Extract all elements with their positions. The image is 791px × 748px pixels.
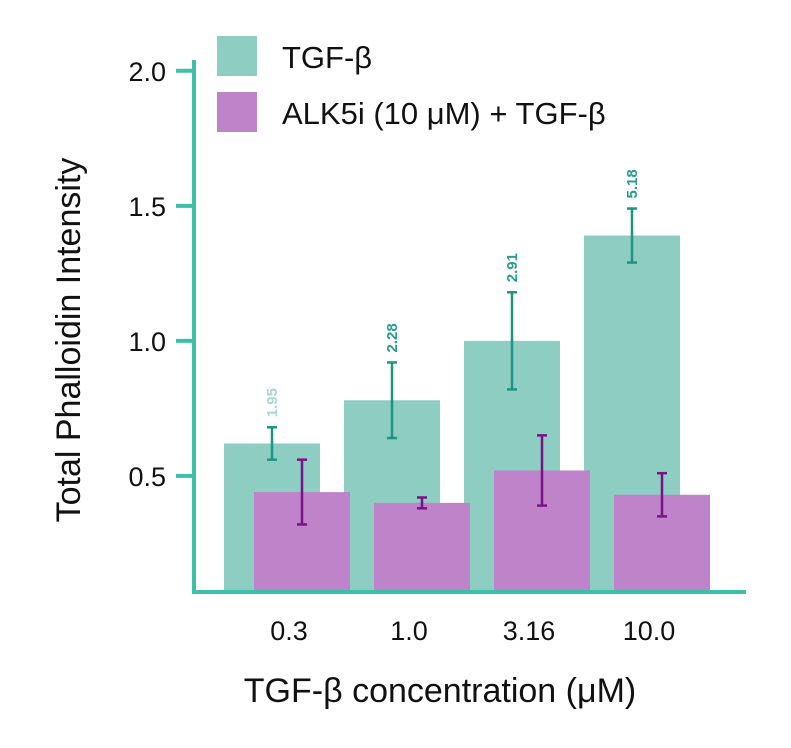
data-labels: 1.95 2.28 2.91 5.18 xyxy=(264,169,641,417)
x-tick-label: 0.3 xyxy=(270,616,308,646)
legend: TGF-β ALK5i (10 μM) + TGF-β xyxy=(217,36,606,132)
legend-label-alk5i: ALK5i (10 μM) + TGF-β xyxy=(282,96,606,131)
error-bars xyxy=(267,207,667,526)
legend-swatch-tgf-beta xyxy=(217,36,257,76)
x-tick-label: 3.16 xyxy=(503,616,556,646)
y-tick-label: 2.0 xyxy=(128,57,166,87)
y-tick-label: 0.5 xyxy=(128,462,166,492)
y-axis-label: Total Phalloidin Intensity xyxy=(50,158,88,523)
x-tick-label: 1.0 xyxy=(390,616,428,646)
data-label: 1.95 xyxy=(264,388,281,417)
x-axis-label: TGF-β concentration (μM) xyxy=(244,672,636,710)
legend-swatch-alk5i xyxy=(217,92,257,132)
data-label: 2.28 xyxy=(384,323,401,352)
x-axis-ticks: 0.3 1.0 3.16 10.0 xyxy=(270,616,675,646)
x-tick-label: 10.0 xyxy=(623,616,676,646)
data-label: 5.18 xyxy=(624,169,641,198)
legend-label-tgf-beta: TGF-β xyxy=(282,40,372,75)
series-alk5i-bars xyxy=(254,470,710,592)
data-label: 2.91 xyxy=(504,253,521,282)
bar-alk5i xyxy=(374,502,470,592)
y-tick-label: 1.0 xyxy=(128,327,166,357)
y-tick-label: 1.5 xyxy=(128,192,166,222)
y-axis-ticks: 0.5 1.0 1.5 2.0 xyxy=(128,57,194,492)
